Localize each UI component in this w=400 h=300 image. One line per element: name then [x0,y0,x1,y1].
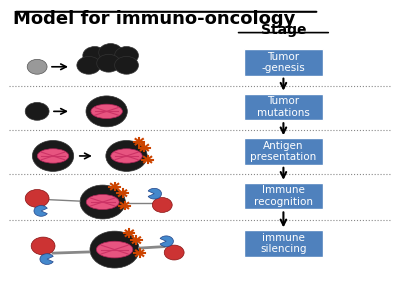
Text: Tumor
-genesis: Tumor -genesis [262,52,305,73]
Circle shape [86,96,127,127]
Circle shape [106,140,147,171]
Wedge shape [34,206,47,216]
Text: Stage: Stage [261,22,306,37]
Circle shape [99,44,122,62]
Circle shape [25,102,49,120]
Ellipse shape [96,241,133,258]
Ellipse shape [111,149,142,163]
Circle shape [25,190,49,207]
Circle shape [31,237,55,255]
Ellipse shape [37,149,69,163]
Wedge shape [40,254,53,264]
FancyBboxPatch shape [244,94,323,120]
FancyBboxPatch shape [244,230,323,257]
Circle shape [77,56,101,74]
Text: Antigen
presentation: Antigen presentation [250,141,316,162]
Circle shape [164,245,184,260]
Text: Tumor
mutations: Tumor mutations [257,96,310,118]
Ellipse shape [91,104,122,118]
Circle shape [114,56,138,74]
Circle shape [90,231,139,268]
Circle shape [32,140,74,171]
FancyBboxPatch shape [244,138,323,165]
FancyBboxPatch shape [244,49,323,76]
Ellipse shape [86,194,119,209]
Circle shape [80,185,125,219]
Wedge shape [160,236,173,247]
Text: Model for immuno-oncology: Model for immuno-oncology [13,10,296,28]
Wedge shape [148,188,162,199]
Text: Immune
recognition: Immune recognition [254,185,313,207]
FancyBboxPatch shape [244,183,323,209]
Circle shape [152,198,172,212]
Text: immune
silencing: immune silencing [260,233,307,254]
Circle shape [97,54,120,72]
Circle shape [83,46,107,64]
Circle shape [114,46,138,64]
Circle shape [27,59,47,74]
